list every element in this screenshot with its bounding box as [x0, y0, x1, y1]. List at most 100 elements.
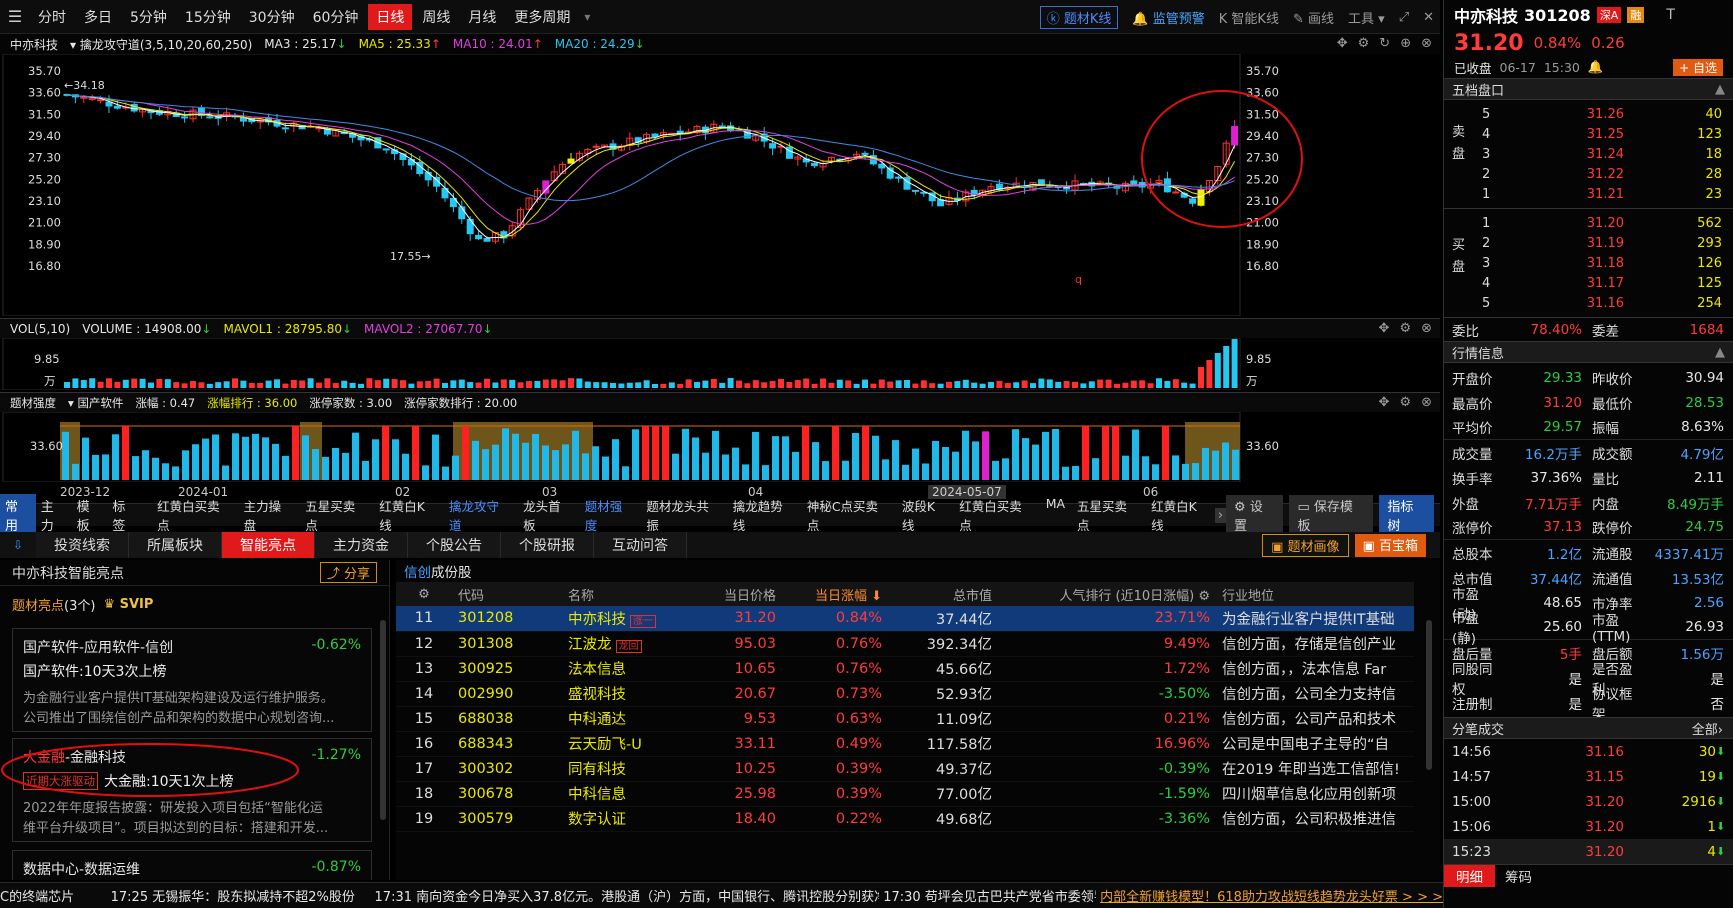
ticker-item-0[interactable]: C的终端芯片	[0, 890, 75, 905]
chevron-right-icon[interactable]: ›	[1214, 507, 1227, 523]
strategy-tab-2[interactable]: 五星买卖点	[305, 499, 356, 533]
col-header-4[interactable]: 总市值	[888, 582, 998, 606]
ticker-item-2[interactable]: 17:31 南向资金今日净买入37.8亿元。港股通（沪）方面，中国银行、腾讯控股…	[374, 890, 880, 905]
add-icon[interactable]: ⊕	[1400, 36, 1412, 51]
close-icon[interactable]: ⊗	[1421, 395, 1432, 410]
ticker-item-3[interactable]: 17:30 苟坪会见古巴共产党省市委领导干	[883, 890, 1096, 905]
strategy-tab-8[interactable]: 擒龙趋势线	[732, 499, 783, 533]
period-tab-6[interactable]: 日线	[368, 3, 413, 30]
strategy-group-tab-3[interactable]: 标签	[112, 500, 126, 534]
sector-select[interactable]: ▾ 国产软件	[68, 396, 124, 410]
strategy-tab-0[interactable]: 红黄白买卖点	[157, 499, 220, 533]
period-tab-1[interactable]: 多日	[84, 9, 112, 26]
bell-icon[interactable]: 🔔	[1587, 59, 1604, 74]
indicator-tree-button[interactable]: 指标树	[1379, 495, 1434, 535]
candlestick-chart[interactable]: 35.70 35.70 33.60 33.60 31.50 31.50 29.40 29.40…	[0, 54, 1440, 316]
strategy-tab-6[interactable]: 题材强度	[584, 499, 623, 533]
strategy-tab-1[interactable]: 主力操盘	[243, 499, 282, 533]
strategy-tab-4[interactable]: 擒龙攻守道	[449, 499, 500, 533]
period-tab-9[interactable]: 更多周期	[514, 9, 571, 26]
table-scrollbar[interactable]	[1426, 620, 1432, 770]
col-header-0[interactable]: 代码	[452, 582, 562, 606]
table-row[interactable]: 18 300678 中科信息 25.98 0.39% 77.00亿 -1.59% 四川烟草信息…	[396, 781, 1414, 807]
move-icon[interactable]: ✥	[1378, 395, 1390, 410]
period-tab-5[interactable]: 60分钟	[312, 9, 359, 26]
tools-button[interactable]: 工具 ▾	[1348, 11, 1385, 27]
t-icon[interactable]: T	[1666, 7, 1675, 23]
gear-icon[interactable]: ⚙	[1399, 395, 1412, 410]
theme-card-1[interactable]: 国产软件-应用软件-信创 -0.62% 国产软件:10天3次上榜 为金融行业客户…	[12, 628, 372, 732]
bottom-tab-3[interactable]: 主力资金	[315, 532, 408, 558]
add-watchlist-button[interactable]: + 自选	[1673, 58, 1723, 76]
volume-chart[interactable]: 9.85 万 9.85 万	[0, 338, 1440, 390]
gear-icon[interactable]: ⚙	[1399, 321, 1412, 336]
strategy-tab-10[interactable]: 波段K线	[901, 499, 936, 533]
close-icon[interactable]: ⊗	[1421, 36, 1432, 51]
collapse-icon[interactable]: ▲	[1715, 344, 1725, 360]
col-settings[interactable]: ⚙	[396, 582, 452, 606]
treasure-box-button[interactable]: ▣ 百宝箱	[1354, 533, 1426, 557]
bottom-tab-1[interactable]: 所属板块	[129, 532, 222, 558]
table-row[interactable]: 19 300579 数字认证 18.40 0.22% 49.68亿 -3.36% 信创方面，公…	[396, 806, 1414, 832]
scrollbar[interactable]	[380, 620, 386, 820]
download-icon[interactable]: ⇩	[12, 538, 24, 552]
gear-icon[interactable]: ⚙	[1357, 36, 1370, 51]
menu-icon[interactable]: ☰	[7, 7, 23, 26]
table-row[interactable]: 11 301208 中亦科技 涨一 31.20 0.84% 37.44亿 23.71% 为金融行…	[396, 606, 1414, 632]
strategy-group-tab-0[interactable]: 常用	[0, 494, 36, 536]
strategy-tab-12[interactable]: MA	[1045, 496, 1066, 511]
bottom-tab-6[interactable]: 互动问答	[594, 532, 687, 558]
close-icon[interactable]: ⊗	[1421, 321, 1432, 336]
col-header-2[interactable]: 当日价格	[672, 582, 782, 606]
period-tab-7[interactable]: 周线	[422, 9, 451, 26]
theme-kline-button[interactable]: ⓚ 题材K线	[1039, 5, 1119, 29]
strategy-tab-9[interactable]: 神秘C点买卖点	[806, 499, 879, 533]
bottom-tab-5[interactable]: 个股研报	[501, 532, 594, 558]
refresh-icon[interactable]: ↻	[1379, 36, 1391, 51]
detail-tab[interactable]: 明细	[1444, 864, 1495, 887]
ticks-all-link[interactable]: 全部›	[1691, 722, 1723, 738]
close-icon[interactable]: ✕	[1423, 9, 1434, 25]
save-template-button[interactable]: ▭ 保存模板	[1289, 495, 1374, 535]
fullscreen-icon[interactable]: ⤢	[1398, 9, 1410, 25]
strategy-select[interactable]: ▾ 擒龙攻守道(3,5,10,20,60,250)	[70, 37, 253, 52]
col-header-3[interactable]: 当日涨幅 ⬇	[782, 582, 888, 606]
strategy-tab-14[interactable]: 红黄白K线	[1151, 499, 1197, 533]
bottom-tab-0[interactable]: 投资线索	[36, 532, 129, 558]
strategy-tab-7[interactable]: 题材龙头共振	[646, 499, 709, 533]
bottom-tab-4[interactable]: 个股公告	[408, 532, 501, 558]
move-icon[interactable]: ✥	[1336, 36, 1348, 51]
regulatory-alert-button[interactable]: 🔔 监管预警	[1132, 11, 1205, 27]
col-header-5[interactable]: 人气排行 (近10日涨幅) ⚙	[998, 582, 1216, 606]
ticker-item-1[interactable]: 17:25 无锡振华：股东拟减持不超2%股份	[110, 890, 355, 905]
period-tab-8[interactable]: 月线	[468, 9, 497, 26]
strategy-tab-5[interactable]: 龙头首板	[523, 499, 561, 533]
theme-card-2[interactable]: 大金融-金融科技 -1.27% 近期大涨驱动 大金融:10天1次上榜 2022年…	[12, 738, 372, 842]
col-header-6[interactable]: 行业地位	[1216, 582, 1414, 606]
period-tab-4[interactable]: 30分钟	[248, 9, 295, 26]
table-row[interactable]: 12 301308 江波龙 龙回 95.03 0.76% 392.34亿 9.49% 信创方面，…	[396, 631, 1414, 657]
table-row[interactable]: 17 300302 同有科技 10.25 0.39% 49.37亿 -0.39% 在2019 …	[396, 756, 1414, 782]
period-tab-3[interactable]: 15分钟	[184, 9, 231, 26]
chevron-down-icon[interactable]: ▾	[584, 9, 591, 24]
strategy-tab-3[interactable]: 红黄白K线	[379, 499, 425, 533]
period-tab-2[interactable]: 5分钟	[130, 9, 167, 26]
strategy-group-tab-2[interactable]: 模板	[76, 500, 90, 534]
strategy-group-tab-1[interactable]: 主力	[40, 500, 54, 534]
table-row[interactable]: 16 688343 云天励飞-U 33.11 0.49% 117.58亿 16.96% 公司是…	[396, 731, 1414, 757]
collapse-icon[interactable]: ▲	[1715, 81, 1725, 97]
bottom-tab-2[interactable]: 智能亮点	[222, 532, 315, 558]
share-button[interactable]: ⤴ 分享	[319, 562, 377, 583]
smart-kline-button[interactable]: K 智能K线	[1218, 11, 1279, 27]
strategy-tab-11[interactable]: 红黄白买卖点	[959, 499, 1022, 533]
strategy-tab-13[interactable]: 五星买卖点	[1077, 499, 1128, 533]
draw-line-button[interactable]: ✎ 画线	[1292, 11, 1334, 27]
theme-portrait-button[interactable]: ▣ 题材画像	[1262, 533, 1349, 557]
theme-card-3[interactable]: 数据中心-数据运维 -0.87%	[12, 850, 372, 880]
col-header-1[interactable]: 名称	[562, 582, 672, 606]
chips-tab[interactable]: 筹码	[1505, 869, 1532, 886]
promo-link[interactable]: 内部全新赚钱模型！618助力攻战短线趋势龙头好票 > > >	[1100, 890, 1443, 905]
settings-button[interactable]: ⚙ 设置	[1226, 495, 1284, 535]
table-row[interactable]: 14 002990 盛视科技 20.67 0.73% 52.93亿 -3.50% 信创方面，公…	[396, 681, 1414, 707]
table-row[interactable]: 13 300925 法本信息 10.65 0.76% 45.66亿 1.72% 信创方面，，法…	[396, 656, 1414, 682]
